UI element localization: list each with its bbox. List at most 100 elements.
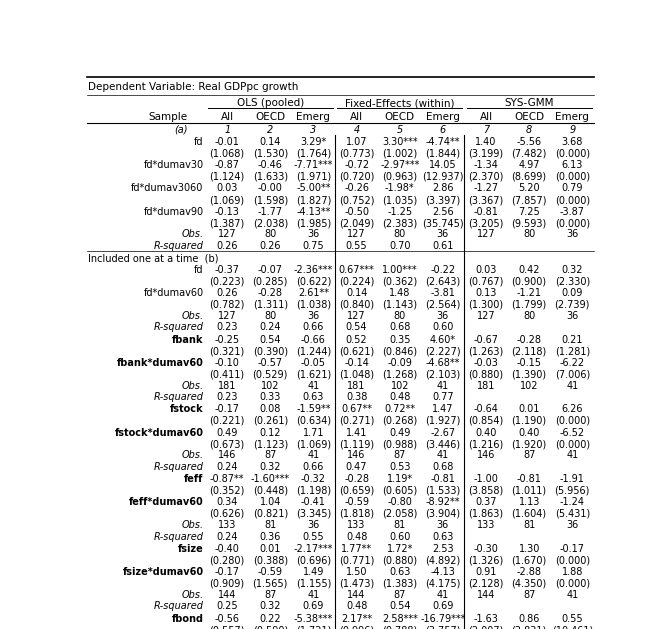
Text: (0.673): (0.673): [210, 439, 245, 449]
Text: (a): (a): [175, 125, 188, 135]
Text: -2.36***: -2.36***: [293, 265, 333, 275]
Text: (35.745): (35.745): [422, 218, 463, 228]
Text: (4.350): (4.350): [512, 579, 547, 589]
Text: (0.261): (0.261): [253, 416, 288, 426]
Text: -6.52: -6.52: [560, 428, 585, 438]
Text: Obs.: Obs.: [181, 520, 204, 530]
Text: (1.244): (1.244): [296, 346, 331, 356]
Text: 0.34: 0.34: [216, 498, 238, 508]
Text: 133: 133: [218, 520, 237, 530]
Text: (1.604): (1.604): [512, 509, 547, 519]
Text: -1.91: -1.91: [560, 474, 585, 484]
Text: (1.119): (1.119): [339, 439, 374, 449]
Text: -1.60***: -1.60***: [251, 474, 290, 484]
Text: 6.26: 6.26: [562, 404, 583, 415]
Text: (0.221): (0.221): [210, 416, 245, 426]
Text: (0.590): (0.590): [253, 625, 288, 629]
Text: 0.26: 0.26: [216, 288, 238, 298]
Text: 41: 41: [307, 381, 319, 391]
Text: 1.48: 1.48: [389, 288, 410, 298]
Text: 0.48: 0.48: [346, 532, 368, 542]
Text: fbond: fbond: [171, 613, 204, 623]
Text: (0.854): (0.854): [469, 416, 504, 426]
Text: -4.74**: -4.74**: [426, 137, 460, 147]
Text: 102: 102: [520, 381, 539, 391]
Text: (0.696): (0.696): [296, 555, 331, 565]
Text: (2.831): (2.831): [512, 625, 547, 629]
Text: (2.370): (2.370): [469, 172, 504, 182]
Text: (0.605): (0.605): [382, 486, 417, 496]
Text: (0.821): (0.821): [253, 509, 288, 519]
Text: Included one at a time  (b): Included one at a time (b): [88, 253, 218, 264]
Text: R-squared: R-squared: [153, 462, 204, 472]
Text: Obs.: Obs.: [181, 590, 204, 600]
Text: 1.00***: 1.00***: [382, 265, 418, 275]
Text: -5.56: -5.56: [517, 137, 542, 147]
Text: (3.367): (3.367): [469, 195, 504, 205]
Text: (0.782): (0.782): [210, 299, 245, 309]
Text: 81: 81: [523, 520, 535, 530]
Text: 0.21: 0.21: [562, 335, 583, 345]
Text: (3.904): (3.904): [425, 509, 461, 519]
Text: (3.397): (3.397): [425, 195, 461, 205]
Text: 0.47: 0.47: [346, 462, 368, 472]
Text: 0.70: 0.70: [389, 241, 410, 251]
Text: (4.892): (4.892): [425, 555, 461, 565]
Text: 0.52: 0.52: [346, 335, 368, 345]
Text: -1.25: -1.25: [387, 207, 412, 217]
Text: (0.000): (0.000): [555, 148, 590, 159]
Text: (1.827): (1.827): [295, 195, 331, 205]
Text: (1.123): (1.123): [253, 439, 288, 449]
Text: 2: 2: [267, 125, 274, 135]
Text: 36: 36: [437, 311, 449, 321]
Text: (0.788): (0.788): [382, 625, 417, 629]
Text: (7.857): (7.857): [512, 195, 547, 205]
Text: 8: 8: [526, 125, 532, 135]
Text: (0.362): (0.362): [382, 276, 417, 286]
Text: 146: 146: [218, 450, 237, 460]
Text: -3.87: -3.87: [560, 207, 585, 217]
Text: 1.50: 1.50: [346, 567, 368, 577]
Text: -7.71***: -7.71***: [293, 160, 333, 170]
Text: (1.263): (1.263): [469, 346, 504, 356]
Text: -4.13: -4.13: [430, 567, 455, 577]
Text: (0.280): (0.280): [210, 555, 245, 565]
Text: -0.81: -0.81: [473, 207, 498, 217]
Text: 0.54: 0.54: [346, 323, 368, 333]
Text: 0.49: 0.49: [216, 428, 238, 438]
Text: (9.593): (9.593): [512, 218, 547, 228]
Text: 144: 144: [477, 590, 495, 600]
Text: (1.927): (1.927): [425, 416, 461, 426]
Text: 6: 6: [440, 125, 446, 135]
Text: 3.30***: 3.30***: [382, 137, 418, 147]
Text: 80: 80: [523, 230, 535, 240]
Text: (1.863): (1.863): [469, 509, 504, 519]
Text: fd: fd: [194, 137, 204, 147]
Text: 0.23: 0.23: [216, 323, 238, 333]
Text: -0.15: -0.15: [517, 358, 541, 368]
Text: (2.739): (2.739): [555, 299, 590, 309]
Text: 87: 87: [523, 450, 535, 460]
Text: 0.40: 0.40: [475, 428, 496, 438]
Text: -2.67: -2.67: [430, 428, 455, 438]
Text: (1.048): (1.048): [339, 369, 374, 379]
Text: OECD: OECD: [514, 113, 544, 122]
Text: 41: 41: [437, 381, 449, 391]
Text: (5.956): (5.956): [555, 486, 590, 496]
Text: 0.03: 0.03: [475, 265, 496, 275]
Text: (1.598): (1.598): [253, 195, 288, 205]
Text: SYS-GMM: SYS-GMM: [504, 98, 554, 108]
Text: -0.05: -0.05: [301, 358, 326, 368]
Text: -8.92**: -8.92**: [426, 498, 460, 508]
Text: (0.557): (0.557): [210, 625, 245, 629]
Text: (1.844): (1.844): [425, 148, 461, 159]
Text: (1.533): (1.533): [425, 486, 461, 496]
Text: 0.66: 0.66: [303, 323, 324, 333]
Text: 0.12: 0.12: [260, 428, 281, 438]
Text: 5.20: 5.20: [518, 184, 540, 194]
Text: OECD: OECD: [255, 113, 286, 122]
Text: 87: 87: [523, 590, 535, 600]
Text: -3.81: -3.81: [430, 288, 455, 298]
Text: fstock*dumav60: fstock*dumav60: [114, 428, 204, 438]
Text: (1.721): (1.721): [295, 625, 331, 629]
